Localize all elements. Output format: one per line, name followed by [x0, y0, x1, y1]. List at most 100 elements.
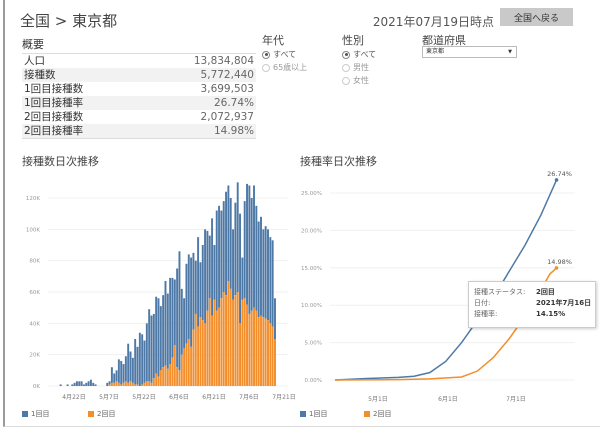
- radio-icon: [262, 63, 270, 72]
- bar-dose2: [257, 317, 260, 386]
- bar-dose2: [183, 348, 186, 386]
- sex-filter: 性別 すべて 男性 女性: [342, 32, 376, 87]
- bar-dose1: [108, 381, 111, 385]
- bar-dose2: [185, 343, 188, 386]
- bar-dose2: [136, 384, 139, 386]
- bar-dose2: [204, 323, 207, 386]
- bar-dose2: [192, 329, 195, 386]
- prefecture-select[interactable]: 東京都 ▼: [422, 46, 517, 58]
- bar-dose2: [152, 378, 155, 386]
- x-tick-label: 7月1日: [506, 396, 526, 403]
- x-tick-label: 6月1日: [438, 396, 458, 403]
- bar-dose1: [243, 201, 246, 299]
- bar-dose2: [127, 382, 130, 386]
- bar-dose2: [187, 339, 190, 386]
- x-tick-label: 5月7日: [99, 394, 119, 401]
- y-tick-label: 20K: [29, 353, 40, 359]
- legend-label: 2回目: [373, 410, 392, 418]
- bar-dose1: [78, 381, 81, 386]
- bar-dose1: [192, 252, 195, 330]
- tooltip-value: 2021年7月16日: [536, 299, 592, 307]
- y-tick-label: 0K: [33, 384, 40, 390]
- bar-legend-dose1: 1回目: [22, 409, 49, 419]
- bar-dose2: [211, 315, 214, 386]
- bar-dose1: [248, 185, 251, 314]
- tooltip-key: 接種ステータス:: [474, 288, 526, 296]
- row-value: 3,699,503: [200, 83, 254, 95]
- tooltip-row: 接種率: 14.15%: [469, 309, 595, 320]
- bar-dose1: [117, 359, 120, 383]
- bar-dose2: [225, 295, 228, 386]
- bar-dose2: [178, 370, 181, 386]
- legend-label: 1回目: [309, 410, 328, 418]
- bar-dose2: [264, 318, 267, 386]
- bar-dose2: [274, 339, 276, 386]
- bar-dose2: [180, 354, 183, 386]
- bar-dose2: [248, 313, 251, 386]
- y-tick-label: 80K: [29, 259, 40, 265]
- sex-option-male[interactable]: 男性: [342, 61, 376, 74]
- bar-dose2: [173, 345, 176, 386]
- bar-dose2: [113, 382, 116, 386]
- bar-dose2: [269, 323, 272, 386]
- bar-dose1: [124, 356, 127, 382]
- bar-dose2: [110, 382, 113, 386]
- bar-dose1: [201, 245, 204, 321]
- bar-dose1: [122, 364, 125, 383]
- row-label: 接種数: [24, 69, 56, 81]
- line-chart-title: 接種率日次推移: [300, 155, 377, 168]
- legend-label: 2回目: [97, 410, 116, 418]
- age-option-all[interactable]: すべて: [262, 48, 307, 61]
- bar-dose2: [117, 382, 120, 386]
- bar-dose1: [178, 251, 181, 371]
- end-label-dose1: 26.74%: [547, 170, 572, 178]
- as-of-date: 2021年07月19日時点: [372, 15, 494, 29]
- bar-dose1: [136, 346, 139, 385]
- bar-dose1: [66, 384, 69, 386]
- bar-dose1: [173, 279, 176, 346]
- bar-dose2: [129, 381, 132, 386]
- x-tick-label: 7月6日: [239, 394, 259, 401]
- bar-dose1: [169, 277, 172, 365]
- bar-dose2: [201, 320, 204, 386]
- bar-dose1: [260, 216, 262, 316]
- bar-dose1: [234, 202, 237, 296]
- bar-dose1: [250, 198, 253, 311]
- bar-dose2: [218, 307, 221, 386]
- sex-option-female[interactable]: 女性: [342, 74, 376, 87]
- prefecture-value: 東京都: [426, 48, 445, 55]
- bar-dose1: [236, 182, 239, 292]
- bar-dose1: [199, 262, 202, 318]
- option-label: 65歳以上: [273, 63, 308, 72]
- bar-dose2: [227, 281, 230, 386]
- bar-dose1: [87, 381, 90, 386]
- bar-dose2: [267, 320, 269, 386]
- radio-selected-icon: [342, 50, 350, 59]
- age-option-65plus[interactable]: 65歳以上: [262, 61, 307, 74]
- bar-dose1: [183, 298, 186, 349]
- y-tick-label: 10.00%: [301, 303, 322, 309]
- line-dose1: [335, 179, 558, 381]
- bar-legend-dose2: 2回目: [88, 409, 115, 419]
- x-tick-label: 6月21日: [202, 394, 225, 401]
- bar-dose1: [232, 229, 235, 300]
- summary-title: 概要: [22, 38, 44, 51]
- summary-row: 1回目接種数 3,699,503: [22, 82, 256, 96]
- bar-dose1: [171, 277, 174, 358]
- row-value: 5,772,440: [200, 69, 254, 81]
- bar-dose2: [255, 310, 258, 386]
- bar-dose1: [229, 198, 232, 289]
- back-to-national-button[interactable]: 全国へ戻る: [500, 8, 573, 26]
- bar-dose1: [131, 357, 134, 383]
- sex-filter-label: 性別: [342, 34, 364, 47]
- bar-dose1: [159, 306, 162, 371]
- sex-option-all[interactable]: すべて: [342, 48, 376, 61]
- legend-swatch: [364, 411, 370, 417]
- end-point-dose1: [554, 178, 559, 182]
- bar-dose1: [155, 296, 158, 374]
- bar-dose2: [190, 346, 193, 386]
- bar-dose2: [171, 357, 174, 386]
- row-label: 2回目接種率: [24, 125, 84, 137]
- bar-dose1: [271, 240, 274, 327]
- end-label-dose2: 14.98%: [547, 258, 572, 266]
